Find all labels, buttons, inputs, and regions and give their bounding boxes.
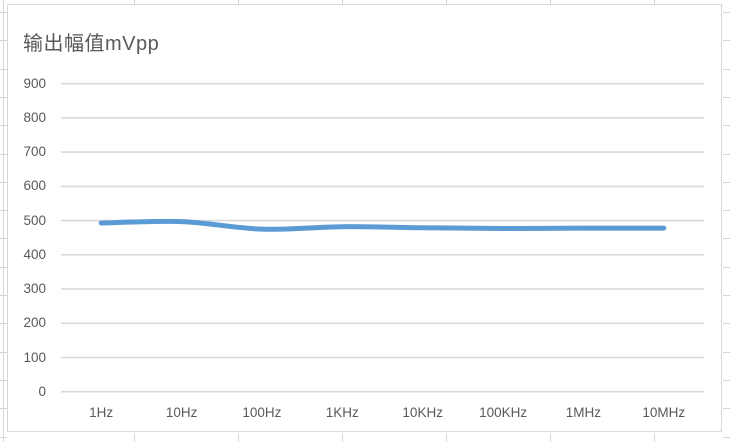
chart-area[interactable]: 输出幅值mVpp 0 100 200 300 400 500 600 700 800 900 1H… bbox=[7, 4, 722, 432]
spreadsheet-gridline bbox=[723, 436, 730, 438]
data-series-line bbox=[98, 218, 667, 232]
spreadsheet-gridline bbox=[0, 351, 7, 353]
spreadsheet-gridline bbox=[723, 408, 730, 410]
y-axis-tick-label: 400 bbox=[23, 246, 46, 262]
spreadsheet-gridline bbox=[0, 181, 7, 183]
x-axis-tick-label: 1Hz bbox=[89, 405, 114, 420]
spreadsheet-gridline bbox=[3, 0, 4, 442]
spreadsheet-gridline bbox=[723, 125, 730, 127]
y-axis-tick-label: 800 bbox=[23, 109, 46, 125]
spreadsheet-gridline bbox=[0, 153, 7, 155]
spreadsheet-gridline bbox=[0, 210, 7, 212]
y-axis-tick-label: 300 bbox=[23, 281, 46, 296]
spreadsheet-gridline bbox=[0, 295, 7, 296]
spreadsheet-gridline bbox=[446, 433, 447, 442]
spreadsheet-gridline bbox=[723, 323, 730, 325]
spreadsheet-gridline bbox=[0, 238, 7, 240]
x-axis-tick-label: 100KHz bbox=[479, 405, 528, 420]
spreadsheet-gridline bbox=[238, 0, 239, 4]
spreadsheet-gridline bbox=[0, 408, 7, 410]
x-axis-tick-label: 10MHz bbox=[642, 405, 686, 420]
y-axis-tick-label: 500 bbox=[23, 212, 46, 228]
spreadsheet-gridline bbox=[0, 68, 7, 70]
spreadsheet-gridline bbox=[723, 40, 730, 42]
chart-title: 输出幅值mVpp bbox=[23, 33, 160, 55]
spreadsheet-gridline bbox=[0, 40, 7, 42]
y-axis-tick-label: 700 bbox=[23, 144, 46, 160]
spreadsheet-gridline bbox=[446, 0, 447, 4]
spreadsheet-gridline bbox=[238, 433, 239, 442]
spreadsheet-gridline bbox=[342, 0, 343, 4]
spreadsheet-gridline bbox=[0, 323, 7, 325]
spreadsheet-gridline bbox=[0, 96, 7, 98]
spreadsheet-gridline bbox=[0, 12, 7, 13]
y-axis-tick-label: 0 bbox=[38, 383, 46, 399]
spreadsheet-gridline bbox=[342, 433, 343, 442]
spreadsheet-gridline bbox=[654, 0, 655, 4]
spreadsheet-gridline bbox=[654, 433, 655, 442]
spreadsheet-gridline bbox=[0, 125, 7, 127]
spreadsheet-gridline bbox=[550, 0, 551, 4]
spreadsheet-gridline bbox=[723, 96, 730, 98]
line-plot bbox=[61, 82, 704, 393]
x-axis-tick-label: 10Hz bbox=[165, 405, 198, 420]
spreadsheet-gridline bbox=[723, 210, 730, 212]
spreadsheet-gridline bbox=[0, 436, 7, 438]
y-axis-tick-label: 600 bbox=[23, 178, 46, 194]
x-axis-tick-label: 1MHz bbox=[565, 405, 602, 420]
spreadsheet-gridline bbox=[723, 295, 730, 296]
spreadsheet-gridline bbox=[134, 433, 135, 442]
spreadsheet-gridline bbox=[723, 379, 730, 381]
y-axis-tick-label: 900 bbox=[23, 75, 46, 91]
spreadsheet-gridline bbox=[134, 0, 135, 4]
spreadsheet-gridline bbox=[550, 433, 551, 442]
y-axis-tick-label: 200 bbox=[23, 315, 46, 331]
spreadsheet-gridline bbox=[0, 266, 7, 268]
x-axis-tick-label: 1KHz bbox=[325, 405, 359, 420]
spreadsheet-gridline bbox=[723, 351, 730, 353]
spreadsheet-gridline bbox=[723, 153, 730, 155]
spreadsheet-gridline bbox=[723, 266, 730, 268]
spreadsheet-gridline bbox=[0, 379, 7, 381]
y-axis-tick-label: 100 bbox=[23, 349, 46, 365]
spreadsheet-gridline bbox=[723, 12, 730, 13]
spreadsheet-gridline bbox=[723, 68, 730, 70]
spreadsheet-gridline bbox=[723, 238, 730, 240]
x-axis-tick-label: 100Hz bbox=[242, 405, 282, 420]
spreadsheet-gridline bbox=[723, 181, 730, 183]
x-axis-tick-label: 10KHz bbox=[402, 405, 443, 420]
